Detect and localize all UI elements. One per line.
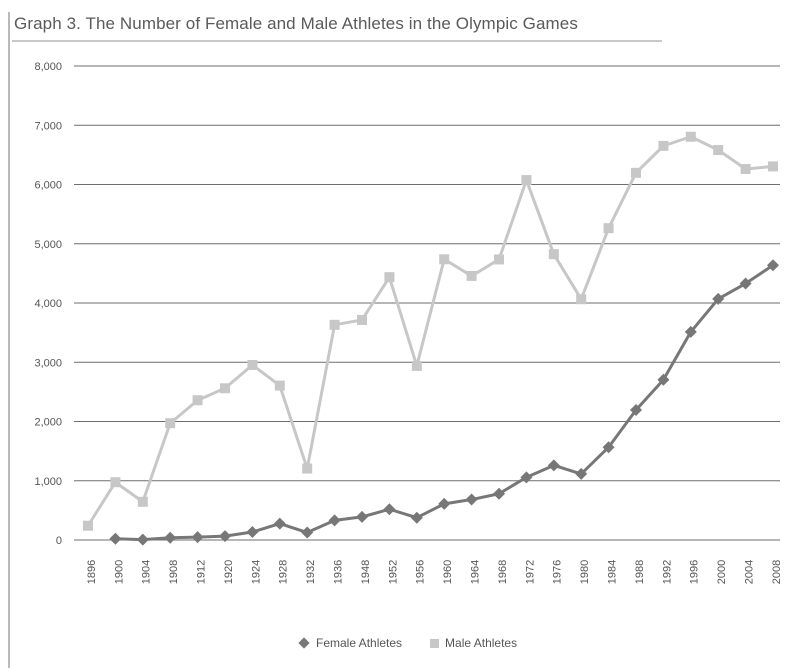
x-tick-label: 1972 [524, 560, 536, 584]
x-tick-label: 1984 [607, 560, 619, 584]
data-point-male [83, 520, 93, 531]
chart-legend: Female Athletes Male Athletes [298, 636, 517, 650]
x-tick-label: 1952 [387, 560, 399, 584]
data-point-male [137, 496, 148, 507]
data-point-male [576, 294, 587, 305]
legend-label-female: Female Athletes [316, 636, 403, 650]
x-tick-label: 1900 [113, 560, 125, 584]
data-point-male [274, 380, 285, 391]
data-point-female [219, 530, 231, 543]
legend-label-male: Male Athletes [445, 636, 518, 650]
chart-title: Graph 3. The Number of Female and Male A… [14, 14, 578, 33]
data-point-male [548, 249, 559, 260]
data-point-male [658, 140, 669, 151]
data-point-female [410, 511, 423, 524]
y-tick-label: 8,000 [34, 61, 62, 73]
data-point-male [329, 319, 340, 330]
data-point-female [739, 277, 752, 290]
x-tick-label: 1920 [223, 560, 235, 584]
x-tick-label: 1928 [278, 560, 290, 584]
x-tick-label: 1980 [579, 560, 591, 584]
legend-item-male: Male Athletes [430, 636, 517, 650]
data-point-female [356, 510, 368, 523]
data-point-male [521, 175, 532, 186]
data-point-female [684, 325, 697, 338]
data-point-male [685, 131, 696, 142]
x-tick-label: 1948 [360, 560, 372, 584]
data-point-female [602, 441, 615, 454]
data-point-female [164, 531, 177, 544]
x-tick-label: 1976 [552, 560, 564, 584]
data-point-female [273, 517, 286, 530]
x-tick-label: 1996 [689, 560, 701, 584]
data-point-female [630, 404, 642, 417]
x-tick-label: 1896 [86, 560, 98, 584]
title-underline [12, 40, 662, 42]
data-point-female [712, 292, 725, 305]
chart-frame [8, 12, 790, 668]
x-tick-label: 2000 [716, 560, 728, 584]
data-point-male [713, 145, 724, 156]
data-point-female [493, 487, 505, 500]
data-point-female [246, 526, 259, 539]
data-point-female [136, 533, 149, 546]
x-tick-label: 1968 [497, 560, 509, 584]
y-tick-label: 5,000 [34, 239, 62, 251]
data-point-male [192, 395, 203, 406]
x-tick-label: 1936 [333, 560, 345, 584]
data-point-male [631, 167, 641, 178]
data-point-female [438, 497, 451, 510]
x-tick-label: 1956 [415, 560, 427, 584]
data-point-male [740, 163, 751, 174]
data-point-male [110, 477, 121, 488]
data-point-female [547, 459, 560, 472]
y-tick-label: 6,000 [34, 180, 62, 192]
diamond-marker-icon [298, 637, 310, 649]
y-tick-label: 7,000 [34, 120, 62, 132]
x-tick-label: 2004 [744, 560, 756, 584]
data-point-female [575, 467, 588, 480]
x-tick-label: 1964 [470, 560, 482, 584]
data-point-female [767, 259, 779, 272]
series-line-male [86, 135, 774, 527]
data-point-male [302, 463, 313, 474]
x-tick-label: 2008 [771, 560, 783, 584]
y-tick-label: 1,000 [34, 476, 62, 488]
data-point-female [301, 526, 314, 539]
x-tick-label: 1988 [634, 560, 646, 584]
y-tick-label: 4,000 [34, 298, 62, 310]
x-tick-label: 1932 [305, 560, 317, 584]
y-tick-label: 2,000 [34, 417, 62, 429]
data-point-male [357, 314, 367, 325]
data-point-male [466, 270, 477, 281]
data-point-male [411, 360, 422, 371]
data-point-female [109, 532, 122, 545]
data-point-male [165, 418, 176, 429]
data-point-female [328, 514, 341, 527]
square-marker-icon [430, 638, 440, 648]
data-point-female [383, 503, 396, 516]
data-point-female [657, 373, 670, 386]
data-point-female [465, 493, 478, 506]
x-tick-label: 1908 [168, 560, 180, 584]
data-point-male [494, 254, 504, 265]
y-tick-label: 0 [56, 535, 62, 547]
legend-item-female: Female Athletes [298, 636, 403, 650]
x-tick-label: 1960 [442, 560, 454, 584]
data-point-male [247, 359, 258, 370]
data-point-female [191, 531, 204, 544]
x-tick-label: 1904 [141, 560, 153, 584]
x-tick-label: 1912 [196, 560, 208, 584]
data-point-male [220, 383, 230, 394]
x-tick-label: 1924 [250, 560, 262, 584]
data-point-female [520, 471, 533, 484]
data-point-male [439, 254, 450, 265]
y-tick-label: 3,000 [34, 357, 62, 369]
x-tick-label: 1992 [661, 560, 673, 584]
data-point-male [603, 223, 614, 234]
data-point-male [384, 272, 395, 283]
data-point-male [768, 161, 778, 172]
